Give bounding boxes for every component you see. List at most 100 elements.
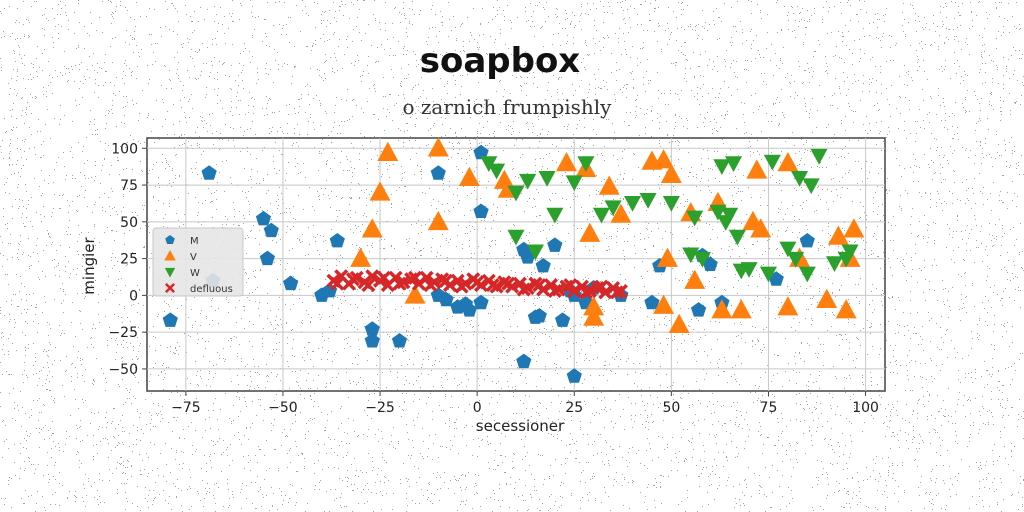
point-m [473,144,489,160]
point-w [546,207,564,224]
point-w [798,266,816,283]
point-m [690,302,707,317]
point-m [259,250,275,266]
point-w [662,195,680,212]
point-defluous [563,278,578,293]
point-w [810,148,828,165]
point-v [835,299,857,319]
point-w [759,266,778,283]
point-w [724,156,743,173]
point-defluous [610,285,624,300]
x-tick-label: −25 [365,400,395,416]
point-v [777,296,799,316]
point-v [369,181,391,201]
point-m [457,296,474,311]
point-m [162,312,178,327]
point-v [583,296,605,316]
x-tick-label: 100 [852,400,879,416]
y-axis-ticks: 100 75 50 25 0 −25 −50 [108,141,147,378]
point-w [787,251,805,268]
plot-area [146,137,886,392]
point-w [488,163,506,180]
point-v [657,247,678,267]
point-v [816,288,838,309]
point-defluous [454,279,469,294]
data-points [162,137,865,383]
x-axis-ticks: −75 −50 −25 0 25 50 75 100 [171,391,879,416]
x-tick-label: −50 [268,400,298,416]
point-defluous [439,273,454,288]
point-v [843,218,865,238]
point-w [519,173,537,190]
legend-label-v: V [190,252,197,263]
point-w [623,195,642,212]
point-m [516,353,532,369]
point-v [730,299,752,319]
point-v [660,163,682,184]
point-defluous [361,278,376,293]
point-defluous [345,272,360,287]
point-defluous [485,278,500,293]
y-tick-label: −50 [108,362,138,378]
y-tick-label: 0 [129,288,138,304]
point-v [493,169,515,189]
point-v [598,175,620,195]
point-w [604,200,622,217]
point-m [473,203,489,218]
legend-box [152,227,244,297]
point-m [438,291,454,307]
point-m [473,294,489,310]
point-v [404,284,426,304]
chart-title: soapbox [420,41,581,81]
point-w [732,263,750,280]
point-defluous [594,279,609,294]
point-w [507,185,525,202]
point-m [255,210,272,226]
point-w [779,241,797,258]
y-tick-label: −25 [108,325,138,341]
point-w [639,193,657,209]
point-v [746,159,768,179]
point-defluous [376,270,391,285]
point-defluous [423,278,438,293]
point-m [430,165,446,180]
point-m [364,321,380,336]
y-axis-label: mingier [80,236,98,294]
point-defluous [501,276,516,291]
legend-marker-v [164,250,176,261]
x-axis-label: secessioner [476,417,565,435]
point-w [526,244,544,261]
point-defluous [578,285,593,300]
point-v [583,306,605,326]
point-v [361,218,383,238]
point-defluous [408,270,422,285]
point-w [790,170,809,187]
point-defluous [547,284,562,298]
point-defluous [330,276,345,291]
point-v [377,141,399,161]
point-w [507,229,525,246]
point-w [802,178,820,195]
x-tick-label: 25 [565,400,583,416]
legend-marker-w [164,267,176,278]
point-m [555,312,571,327]
point-m [566,368,582,383]
point-w [693,251,711,268]
point-defluous [365,269,380,284]
point-w [577,156,595,173]
point-w [825,256,844,273]
point-m [329,233,345,248]
legend-label-defluous: defluous [190,284,233,295]
point-defluous [532,278,547,293]
point-w [721,207,739,224]
point-m [535,258,551,273]
point-m [364,333,380,348]
point-m [799,233,815,248]
point-m [201,165,217,180]
point-m [527,309,543,324]
point-w [728,229,746,246]
legend-label-m: M [190,236,199,247]
x-tick-label: 75 [760,400,778,416]
